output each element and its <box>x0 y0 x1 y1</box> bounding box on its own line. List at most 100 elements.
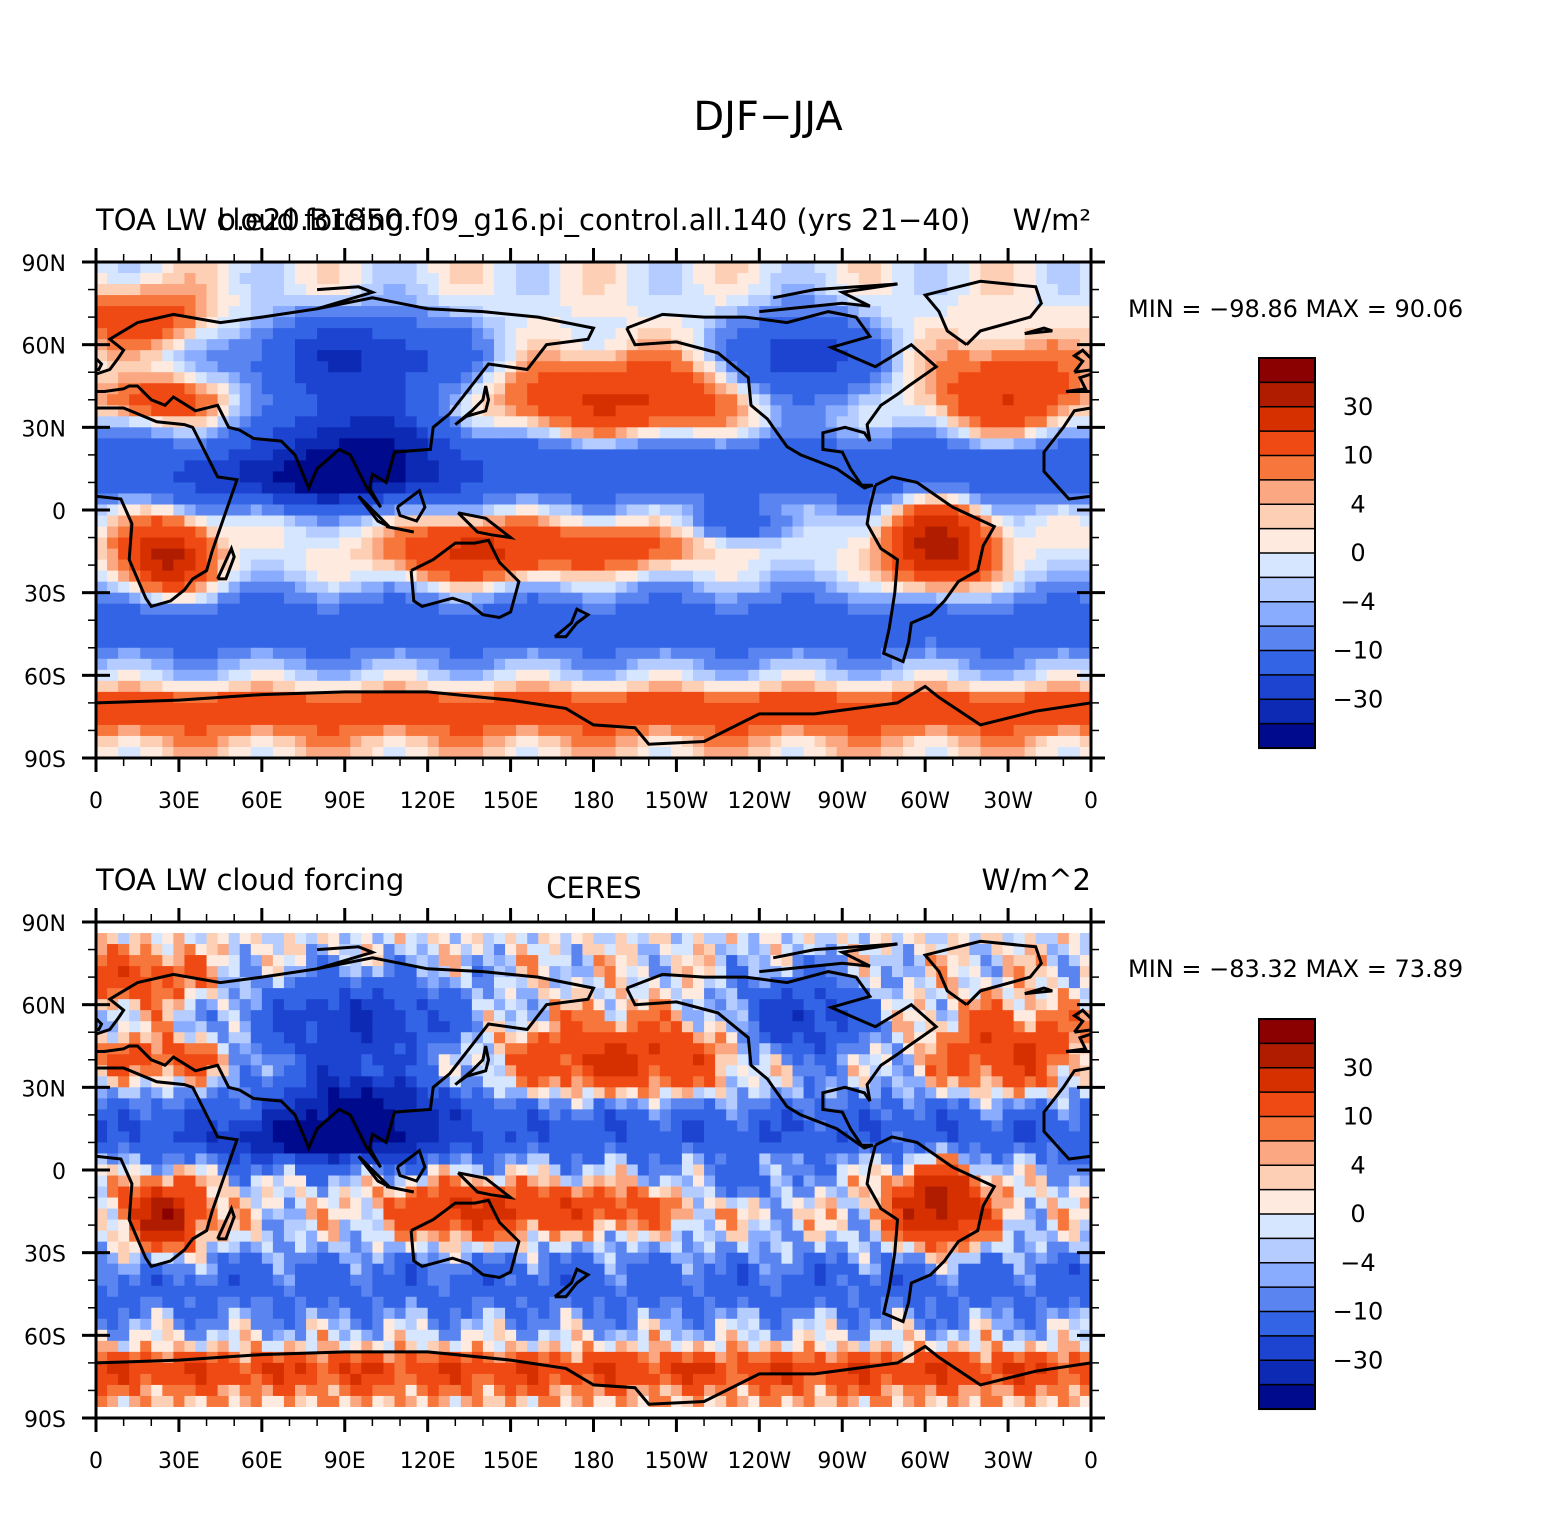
coastline <box>922 279 1043 346</box>
map-axes: 90N 60N 30N 0 30S 60S 90S 0 30E 60E 90E 120E 150E 180… <box>22 908 1105 1474</box>
coastline <box>395 488 427 523</box>
colorbar-box <box>1258 698 1316 725</box>
coastline <box>759 942 898 974</box>
lat-tick-label: 60S <box>24 665 66 690</box>
coastline <box>96 406 240 609</box>
lon-tick-label: 0 <box>89 789 103 814</box>
lon-tick-label: 60W <box>900 1449 950 1474</box>
coastline <box>1024 326 1053 336</box>
lat-tick-label: 60N <box>22 335 66 360</box>
colorbar-label: −10 <box>1333 1298 1384 1326</box>
lat-tick-label: 30N <box>22 1077 66 1102</box>
colorbar-label: −30 <box>1333 685 1384 713</box>
colorbar: 30 10 4 0 −4 −10 −30 <box>1258 1018 1384 1411</box>
colorbar-box <box>1258 527 1316 555</box>
coastline <box>1071 348 1091 374</box>
lat-tick-label: 90S <box>24 748 66 773</box>
colorbar-box <box>1258 601 1316 628</box>
panel-center-title: b.e20.B1850.f09_g16.pi_control.all.140 (… <box>217 203 970 237</box>
lat-tick-label: 0 <box>52 500 66 525</box>
colorbar-box <box>1258 1140 1316 1167</box>
coastline <box>553 1267 591 1299</box>
lon-tick-label: 60E <box>241 789 283 814</box>
coastline <box>395 1148 427 1183</box>
lat-tick-label: 30N <box>22 417 66 442</box>
lon-tick-label: 0 <box>1084 789 1098 814</box>
coastline <box>385 1185 415 1194</box>
colorbar-box <box>1258 406 1316 433</box>
colorbar-box <box>1258 649 1316 676</box>
panel-left-title: TOA LW cloud forcing <box>95 863 404 897</box>
colorbar-box <box>1258 674 1316 701</box>
colorbar-label: 30 <box>1343 1054 1374 1082</box>
colorbar-box <box>1258 1237 1316 1264</box>
map-field <box>96 922 1091 1418</box>
coastline <box>216 1204 236 1241</box>
coastline <box>1450 386 1483 425</box>
lon-tick-label: 90W <box>817 1449 867 1474</box>
lon-tick-label: 150W <box>645 1449 709 1474</box>
lon-tick-label: 180 <box>573 1449 615 1474</box>
colorbar-label: 0 <box>1350 539 1365 567</box>
coastline <box>1453 1173 1506 1198</box>
coastline <box>922 939 1043 1006</box>
panel-left-title: TOA LW cloud forcing <box>95 203 404 237</box>
colorbar-box <box>1258 479 1316 506</box>
coastline <box>457 1171 517 1200</box>
minmax-label: MIN = −98.86 MAX = 90.06 <box>1128 295 1463 323</box>
colorbar-box <box>1258 1188 1316 1216</box>
map-axes: 90N 60N 30N 0 30S 60S 90S 0 30E 60E 90E 120E 150E 180… <box>22 248 1105 814</box>
panel-model: TOA LW cloud forcing b.e20.B1850.f09_g16… <box>22 203 1483 814</box>
coastline <box>385 525 415 534</box>
coastline <box>30 988 58 994</box>
lon-tick-label: 150W <box>645 789 709 814</box>
colorbar-box <box>1258 1310 1316 1337</box>
coastline <box>1042 406 1091 501</box>
lat-tick-label: 0 <box>52 1160 66 1185</box>
colorbar-box <box>1258 1335 1316 1362</box>
colorbar-label: −4 <box>1340 1249 1375 1277</box>
colorbar-box <box>1258 1164 1316 1191</box>
colorbar-box <box>1258 1042 1316 1069</box>
coastline <box>96 1016 104 1032</box>
colorbar-box <box>1258 552 1316 579</box>
lon-tick-label: 90E <box>324 1449 366 1474</box>
lon-tick-label: 180 <box>573 789 615 814</box>
lat-tick-label: 90S <box>24 1408 66 1433</box>
lat-tick-label: 90N <box>22 252 66 277</box>
panel-obs: TOA LW cloud forcing CERES W/m^2 90N 60N 3… <box>22 863 1506 1474</box>
colorbar-box <box>1258 1091 1316 1118</box>
coastline <box>96 1066 240 1269</box>
lon-tick-label: 120W <box>727 789 791 814</box>
coastlines <box>30 279 1483 746</box>
coastline <box>865 475 997 664</box>
coastline <box>1071 1008 1091 1034</box>
panel-units: W/m² <box>1013 203 1091 237</box>
colorbar-box <box>1258 1286 1316 1313</box>
coastline <box>316 945 377 971</box>
coastline <box>30 328 58 334</box>
coastlines <box>30 939 1506 1406</box>
lon-tick-label: 120E <box>400 789 456 814</box>
coastline <box>96 1344 1091 1406</box>
lon-tick-label: 90E <box>324 789 366 814</box>
coastline <box>1024 986 1053 996</box>
colorbar-box <box>1258 1262 1316 1289</box>
colorbar-box <box>1258 1018 1316 1045</box>
lon-tick-label: 30W <box>983 789 1033 814</box>
lon-tick-label: 120W <box>727 1449 791 1474</box>
colorbar-box <box>1258 576 1316 603</box>
colorbar-box <box>1258 1213 1316 1240</box>
colorbar-box <box>1258 381 1316 408</box>
lon-tick-label: 0 <box>89 1449 103 1474</box>
coastline <box>759 282 898 314</box>
coastline <box>625 310 939 490</box>
lon-tick-label: 150E <box>483 1449 539 1474</box>
coastline <box>357 1155 391 1188</box>
coastline <box>1392 1151 1420 1181</box>
colorbar-box <box>1258 1359 1316 1386</box>
coastline <box>96 684 1091 746</box>
colorbar-box <box>1258 1383 1316 1411</box>
colorbar-box <box>1258 1067 1316 1094</box>
coastline <box>357 495 391 528</box>
